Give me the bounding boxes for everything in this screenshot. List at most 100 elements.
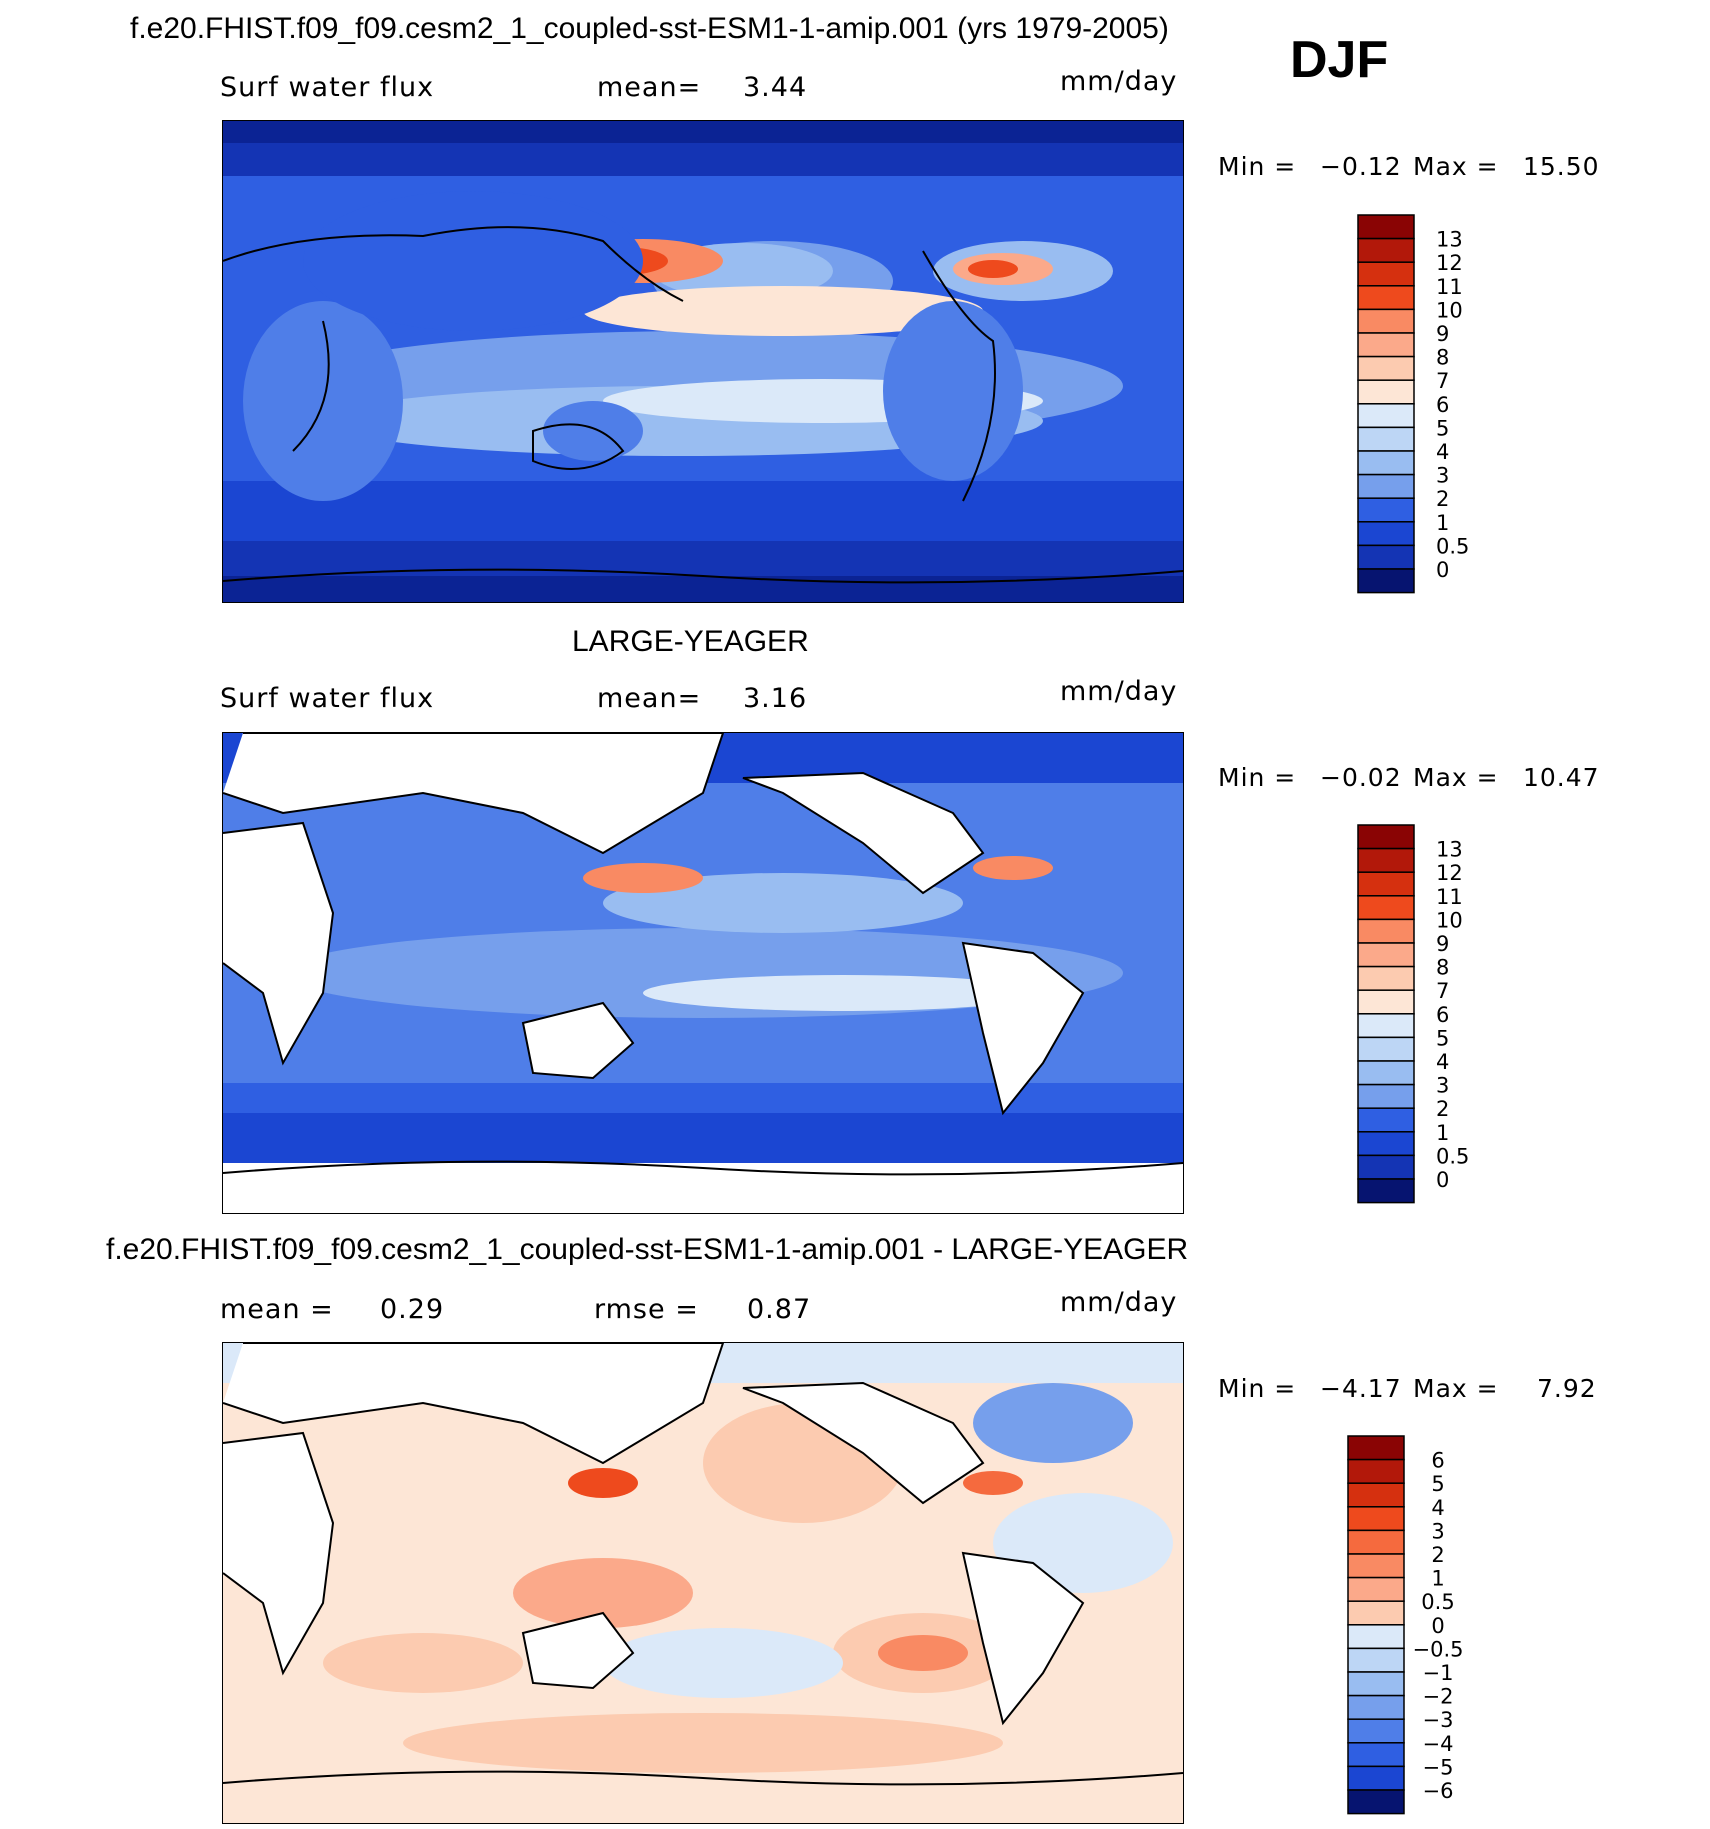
colorbar-tick-label: 2 [1436,487,1449,511]
colorbar-tick-label: 13 [1436,838,1463,862]
panel2-title: LARGE-YEAGER [572,625,809,658]
colorbar-tick-label: 3 [1436,1074,1449,1098]
colorbar-tick-label: 8 [1436,956,1449,980]
colorbar-swatch [1357,403,1415,429]
colorbar-swatch [1357,824,1415,850]
panel3-max-label: Max = [1413,1374,1499,1403]
colorbar-swatch [1357,308,1415,334]
panel3-title: f.e20.FHIST.f09_f09.cesm2_1_coupled-sst-… [106,1233,1189,1266]
colorbar-tick-label: −1 [1423,1661,1454,1685]
colorbar-tick-label: −0.5 [1413,1637,1464,1661]
panel3-map [222,1342,1184,1824]
colorbar-swatch [1347,1742,1405,1768]
colorbar-swatch [1347,1529,1405,1555]
colorbar-swatch [1357,261,1415,287]
colorbar-tick-label: 5 [1431,1472,1444,1496]
panel1-colorbar: 13 12 11 10 9 8 7 6 5 4 3 2 1 0.5 0 [1356,214,1496,594]
colorbar-tick-label: 4 [1431,1496,1444,1520]
colorbar-tick-label: −5 [1423,1755,1454,1779]
colorbar-tick-label: 0 [1431,1614,1444,1638]
colorbar-swatch [1357,965,1415,991]
colorbar-swatch [1357,1107,1415,1133]
colorbar-tick-label: 9 [1436,932,1449,956]
colorbar-swatch [1347,1600,1405,1626]
colorbar-swatch [1347,1458,1405,1484]
colorbar-tick-label: −3 [1423,1708,1454,1732]
colorbar-swatch [1357,942,1415,968]
panel3-units: mm/day [1060,1287,1178,1318]
season-label: DJF [1290,31,1389,89]
colorbar-swatch [1347,1482,1405,1508]
colorbar-tick-label: 2 [1431,1543,1444,1567]
colorbar-tick-label: 12 [1436,251,1463,275]
panel1-variable-label: Surf water flux [220,72,435,103]
colorbar-swatch [1347,1694,1405,1720]
colorbar-tick-label: 0.5 [1436,534,1469,558]
colorbar-swatch [1357,497,1415,523]
colorbar-swatch [1357,1131,1415,1157]
colorbar-tick-label: 1 [1436,511,1449,535]
colorbar-tick-label: 1 [1436,1121,1449,1145]
colorbar-swatch [1357,1083,1415,1109]
colorbar-swatch [1357,237,1415,263]
panel2-units: mm/day [1060,676,1178,707]
panel2-map-field [223,733,1183,1213]
panel1-units: mm/day [1060,66,1178,97]
panel3-min-label: Min = [1218,1374,1297,1403]
panel3-colorbar: 6 5 4 3 2 1 0.5 0 −0.5 −1 −2 −3 −4 −5 −6 [1346,1435,1506,1815]
colorbar-swatch [1357,544,1415,570]
colorbar-tick-label: 6 [1436,393,1449,417]
panel1-min-value: −0.12 [1320,152,1402,181]
panel1-map-field [223,121,1183,602]
colorbar-swatch [1347,1435,1405,1461]
colorbar-swatch [1347,1718,1405,1744]
colorbar-swatch [1357,521,1415,547]
colorbar-swatch [1357,426,1415,452]
colorbar-tick-label: 10 [1436,298,1463,322]
colorbar-tick-label: 11 [1436,885,1463,909]
panel2-mean-value: 3.16 [743,683,808,714]
panel1-map [222,120,1184,603]
colorbar-tick-label: 7 [1436,979,1449,1003]
panel3-mean-value: 0.29 [380,1294,445,1325]
colorbar-swatch [1357,355,1415,381]
colorbar-swatch [1357,918,1415,944]
colorbar-swatch [1357,1178,1415,1204]
colorbar-swatch [1357,379,1415,405]
colorbar-swatch [1357,332,1415,358]
colorbar-swatch [1357,1060,1415,1086]
colorbar-tick-label: 0 [1436,1168,1449,1192]
colorbar-swatch [1347,1789,1405,1815]
colorbar-swatch [1357,1013,1415,1039]
colorbar-tick-label: 0 [1436,558,1449,582]
panel3-rmse-value: 0.87 [747,1294,812,1325]
panel3-map-field [223,1343,1183,1823]
colorbar-tick-label: 13 [1436,228,1463,252]
colorbar-swatch [1357,568,1415,594]
panel3-rmse-label: rmse = [594,1294,699,1325]
colorbar-tick-label: 2 [1436,1097,1449,1121]
colorbar-tick-label: 6 [1436,1003,1449,1027]
colorbar-tick-label: −2 [1423,1685,1454,1709]
colorbar-tick-label: 5 [1436,416,1449,440]
panel1-max-label: Max = [1413,152,1499,181]
colorbar-tick-label: 7 [1436,369,1449,393]
colorbar-tick-label: 9 [1436,322,1449,346]
colorbar-swatch [1347,1576,1405,1602]
panel1-max-value: 15.50 [1523,152,1600,181]
colorbar-tick-label: 0.5 [1421,1590,1454,1614]
panel1-title: f.e20.FHIST.f09_f09.cesm2_1_coupled-sst-… [130,12,1169,45]
colorbar-tick-label: 3 [1436,464,1449,488]
colorbar-tick-label: −4 [1423,1732,1454,1756]
colorbar-tick-label: 11 [1436,275,1463,299]
panel2-min-label: Min = [1218,763,1297,792]
panel1-mean-value: 3.44 [743,72,808,103]
colorbar-tick-label: 3 [1431,1519,1444,1543]
colorbar-swatch [1357,989,1415,1015]
colorbar-tick-label: 5 [1436,1026,1449,1050]
colorbar-swatch [1357,1154,1415,1180]
panel2-map [222,732,1184,1214]
colorbar-swatch [1357,214,1415,240]
panel3-min-value: −4.17 [1320,1374,1402,1403]
